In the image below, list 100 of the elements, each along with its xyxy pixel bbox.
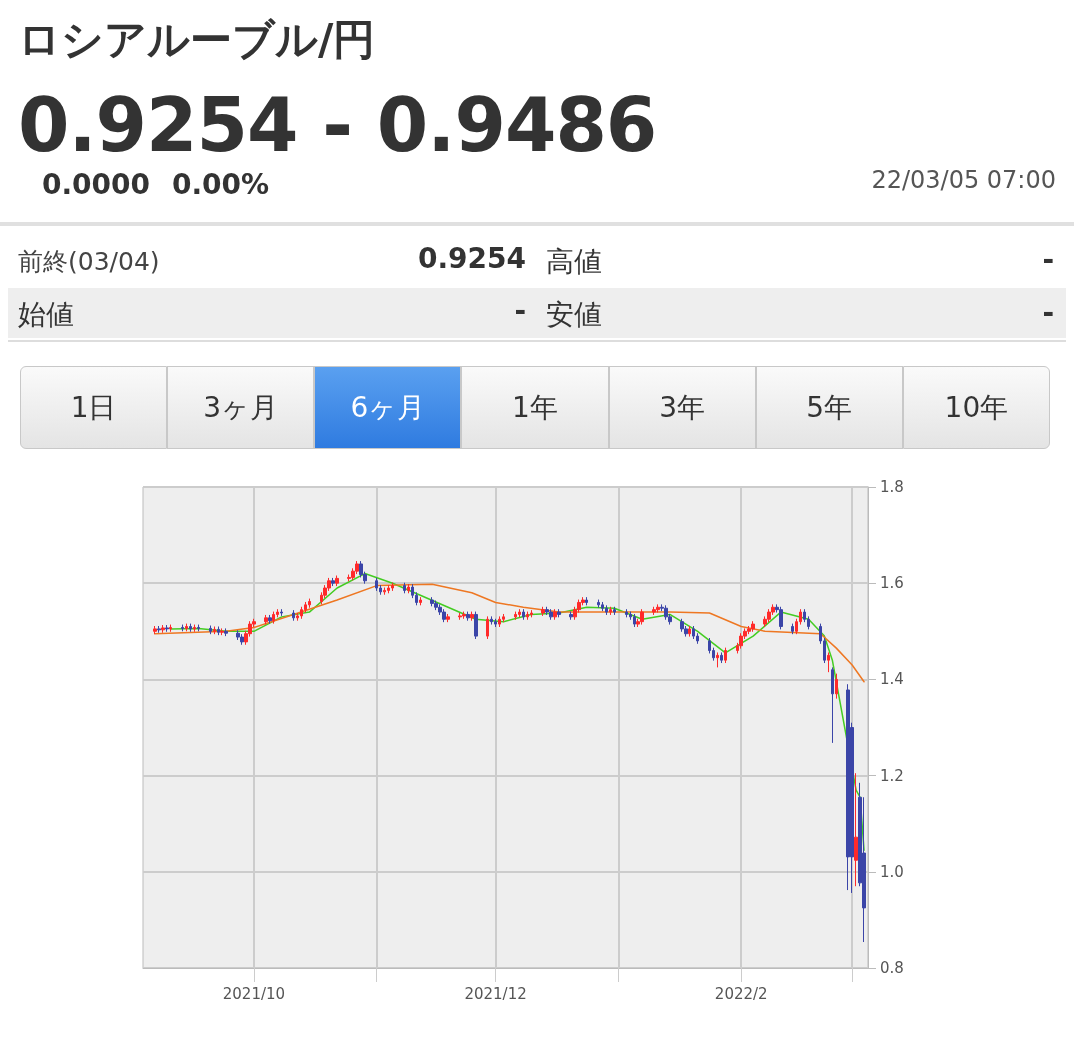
candlestick — [518, 608, 521, 618]
candlestick — [720, 651, 723, 664]
candlestick — [692, 625, 695, 640]
candlestick — [652, 606, 656, 616]
candlestick — [264, 614, 268, 626]
text: 5年 — [755, 366, 903, 449]
candlestick — [169, 624, 172, 633]
candlestick — [474, 611, 478, 640]
text: 10年 — [902, 366, 1050, 449]
chart-subtitle: 0.9254 - 0.9486 — [18, 82, 657, 168]
text: 6ヶ月 — [314, 366, 462, 449]
candlestick — [185, 623, 188, 632]
candlestick — [831, 666, 834, 744]
candlestick — [419, 596, 422, 606]
candlestick — [522, 608, 525, 621]
candlestick — [605, 604, 608, 616]
candlestick — [680, 618, 684, 633]
candlestick — [331, 577, 335, 587]
candlestick — [240, 633, 244, 646]
candlestick — [854, 772, 858, 887]
y-tick-label: 0.8 — [880, 959, 904, 977]
candlestick — [625, 608, 628, 618]
candlestick — [197, 624, 200, 632]
candlestick — [601, 601, 604, 612]
y-tick-label: 1.4 — [880, 670, 904, 689]
y-tick-label: 1.6 — [880, 574, 904, 593]
chart-title: ロシアルーブル/円 — [18, 14, 376, 66]
candlestick — [597, 599, 600, 609]
text: 3年 — [608, 366, 756, 449]
text: 高値 — [546, 244, 602, 280]
candlestick — [189, 623, 192, 633]
candlestick — [490, 615, 493, 626]
candlestick — [498, 615, 501, 628]
candlestick — [791, 623, 794, 635]
line-series — [154, 583, 865, 683]
candlestick — [688, 625, 691, 638]
candlestick — [549, 608, 553, 621]
candlestick — [779, 606, 783, 630]
candlestick — [236, 629, 240, 641]
x-tick-label: 2021/12 — [464, 984, 527, 1003]
candlestick — [466, 611, 470, 622]
y-tick-label: 1.2 — [880, 766, 904, 785]
candlestick — [530, 609, 533, 618]
candlestick — [462, 611, 466, 620]
candlestick — [387, 584, 390, 594]
text: 0.0000 — [42, 168, 151, 201]
candlestick — [569, 611, 573, 621]
line-series — [169, 572, 865, 851]
text: 前終(03/04) — [18, 246, 160, 278]
candlestick — [541, 606, 545, 617]
candlestick — [209, 625, 212, 635]
candlestick — [553, 608, 557, 621]
candlestick — [827, 651, 830, 673]
candlestick — [391, 582, 394, 592]
candlestick — [609, 606, 612, 616]
candlestick — [153, 625, 157, 635]
text: 1日 — [20, 366, 168, 449]
candlestick — [268, 614, 272, 625]
candlestick — [193, 624, 196, 633]
candlestick — [767, 608, 771, 623]
candlestick — [213, 625, 216, 635]
candlestick — [300, 606, 303, 620]
text: 0.00% — [172, 168, 270, 201]
candlestick — [434, 600, 438, 611]
text: - — [1042, 243, 1054, 276]
candlestick — [161, 624, 165, 634]
candlestick — [280, 608, 283, 617]
candlestick — [633, 613, 636, 628]
candlestick — [157, 625, 161, 634]
candlestick — [292, 609, 295, 622]
candlestick — [224, 627, 228, 637]
candlestick — [165, 624, 169, 633]
text: - — [1042, 296, 1054, 329]
candlestick — [514, 611, 517, 621]
candlestick — [272, 611, 275, 625]
candlestick — [217, 625, 220, 636]
candlestick — [656, 603, 660, 614]
candlestick — [846, 683, 850, 891]
candlestick — [557, 608, 561, 618]
candlestick — [470, 611, 474, 622]
text: 3ヶ月 — [167, 366, 315, 449]
candlestick — [220, 627, 224, 636]
candlestick — [442, 608, 446, 623]
candlestick — [613, 606, 616, 616]
candlestick — [308, 598, 311, 609]
candlestick — [640, 608, 644, 626]
text: - — [514, 294, 526, 327]
text: 1年 — [461, 366, 609, 449]
candlestick — [664, 604, 668, 621]
candlestick — [407, 583, 410, 594]
x-tick-label: 2021/10 — [222, 984, 286, 1003]
candlestick — [747, 625, 751, 635]
text: 22/03/05 07:00 — [871, 166, 1056, 194]
y-tick-label: 1.8 — [880, 478, 904, 496]
candlestick — [335, 575, 339, 587]
y-tick-label: 1.0 — [880, 862, 904, 881]
candlestick — [494, 618, 497, 628]
candlestick — [835, 673, 838, 700]
candlestick — [430, 596, 434, 607]
x-tick-label: 2022/2 — [714, 984, 768, 1003]
